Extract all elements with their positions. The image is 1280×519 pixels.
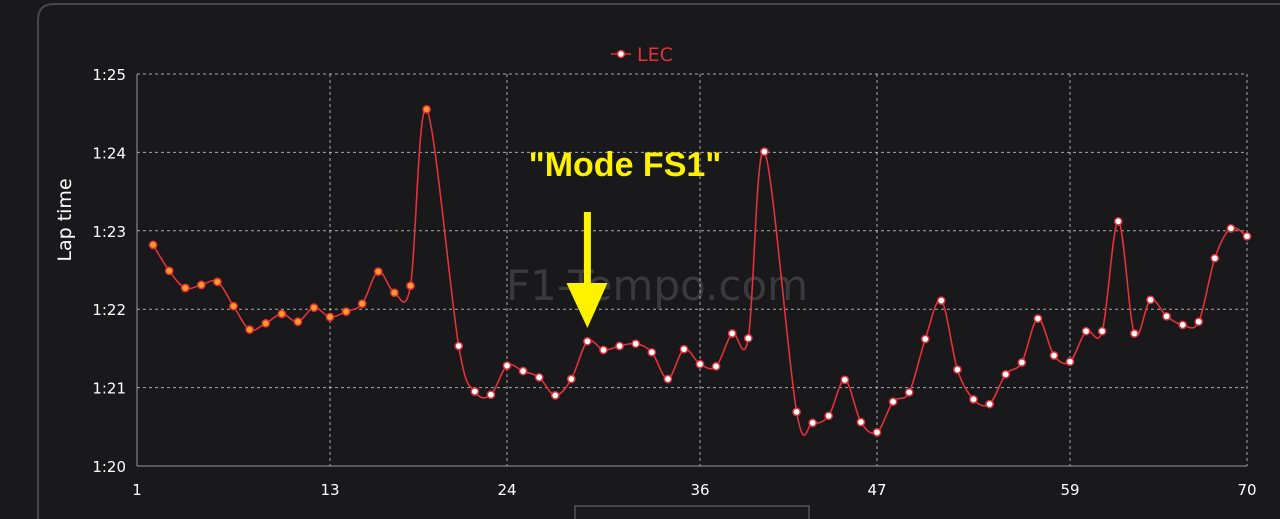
lap-point[interactable]	[406, 281, 415, 291]
lap-point[interactable]	[470, 387, 480, 396]
x-tick-label: 36	[690, 481, 709, 499]
x-tick-label: 1	[132, 481, 142, 499]
lap-point[interactable]	[583, 336, 592, 346]
lap-point[interactable]	[277, 309, 287, 319]
lap-point[interactable]	[164, 266, 174, 276]
lap-point[interactable]	[357, 299, 367, 309]
y-tick-labels: 1:20 1:21 1:22 1:23 1:24 1:25	[92, 66, 126, 476]
lap-point[interactable]	[840, 375, 850, 385]
y-tick-label: 1:21	[92, 380, 126, 398]
lap-point[interactable]	[824, 411, 834, 421]
lap-point[interactable]	[647, 347, 657, 357]
lap-point[interactable]	[727, 329, 737, 338]
lap-point[interactable]	[1130, 329, 1139, 338]
lap-point[interactable]	[695, 359, 705, 369]
lap-point[interactable]	[1226, 224, 1236, 233]
x-tick-labels: 1 13 24 36 47 59 70	[132, 481, 1256, 499]
lap-point[interactable]	[1210, 253, 1220, 263]
lap-point[interactable]	[213, 277, 222, 287]
lap-point[interactable]	[808, 418, 818, 428]
annotation-arrow-head-icon	[566, 283, 608, 328]
lap-point[interactable]	[1001, 369, 1011, 379]
lap-point[interactable]	[245, 325, 254, 334]
lap-point[interactable]	[261, 318, 271, 328]
lap-point[interactable]	[293, 317, 303, 327]
lap-point[interactable]	[920, 334, 930, 344]
annotation-text: "Mode FS1"	[529, 146, 722, 184]
lap-point[interactable]	[792, 407, 801, 417]
lap-point[interactable]	[486, 390, 496, 400]
lap-point[interactable]	[422, 104, 431, 114]
lap-point[interactable]	[1033, 314, 1043, 323]
x-tick-label: 24	[497, 481, 516, 499]
annotation-arrow-shaft	[583, 212, 591, 286]
lap-point[interactable]	[743, 333, 753, 343]
legend-marker-icon	[616, 49, 626, 59]
lap-point[interactable]	[856, 417, 866, 427]
y-tick-label: 1:25	[92, 66, 126, 84]
lap-point[interactable]	[1049, 351, 1059, 360]
lap-point[interactable]	[566, 374, 576, 384]
lap-point[interactable]	[325, 312, 335, 322]
lap-point[interactable]	[1113, 217, 1123, 226]
lap-point[interactable]	[1242, 231, 1252, 241]
y-tick-label: 1:23	[92, 223, 126, 241]
lap-point[interactable]	[1017, 358, 1027, 367]
lap-point[interactable]	[309, 303, 319, 312]
legend-series-name: LEC	[637, 44, 673, 66]
lap-point[interactable]	[196, 280, 206, 290]
lap-point[interactable]	[953, 365, 962, 374]
lap-point[interactable]	[679, 344, 689, 354]
lap-point[interactable]	[663, 374, 673, 384]
lap-point[interactable]	[229, 301, 238, 311]
lap-point[interactable]	[373, 267, 383, 276]
series-points	[148, 104, 1252, 437]
annotation: "Mode FS1"	[529, 146, 722, 328]
axes	[136, 74, 1247, 467]
lap-point[interactable]	[534, 373, 544, 382]
x-tick-label: 47	[867, 481, 886, 499]
lap-point[interactable]	[888, 397, 898, 407]
watermark-text: F1-Tempo.com	[506, 261, 808, 310]
x-tick-label: 70	[1237, 481, 1256, 499]
lap-point[interactable]	[518, 366, 528, 376]
lap-point[interactable]	[550, 391, 560, 400]
lap-point[interactable]	[711, 362, 721, 371]
lap-point[interactable]	[1162, 311, 1171, 321]
lap-point[interactable]	[760, 147, 769, 156]
y-tick-label: 1:22	[92, 301, 126, 319]
x-tick-label: 59	[1060, 481, 1079, 499]
lap-point[interactable]	[1178, 320, 1188, 330]
x-tick-label: 13	[320, 481, 339, 499]
lap-point[interactable]	[1146, 295, 1155, 305]
bottom-tab	[574, 505, 810, 519]
lap-point[interactable]	[180, 283, 190, 293]
lap-point[interactable]	[599, 345, 608, 355]
lap-point[interactable]	[454, 341, 464, 351]
lap-point[interactable]	[1065, 357, 1075, 367]
lap-point[interactable]	[502, 361, 512, 370]
y-axis-label: Lap time	[54, 178, 76, 261]
lap-point[interactable]	[904, 387, 914, 397]
lap-point[interactable]	[872, 427, 882, 437]
lap-point[interactable]	[341, 307, 351, 316]
lap-point[interactable]	[1194, 317, 1204, 327]
lap-point[interactable]	[631, 339, 641, 349]
panel-frame	[37, 3, 1280, 519]
lap-point[interactable]	[985, 399, 994, 409]
lap-point[interactable]	[969, 395, 978, 404]
y-tick-label: 1:20	[92, 458, 126, 476]
lap-point[interactable]	[1081, 326, 1091, 336]
lap-point[interactable]	[148, 240, 158, 250]
lap-point[interactable]	[615, 341, 624, 351]
y-tick-label: 1:24	[92, 144, 126, 162]
lap-point[interactable]	[390, 288, 399, 298]
lap-point[interactable]	[1097, 326, 1107, 336]
lap-point[interactable]	[936, 296, 946, 305]
legend[interactable]: LEC	[611, 44, 673, 66]
